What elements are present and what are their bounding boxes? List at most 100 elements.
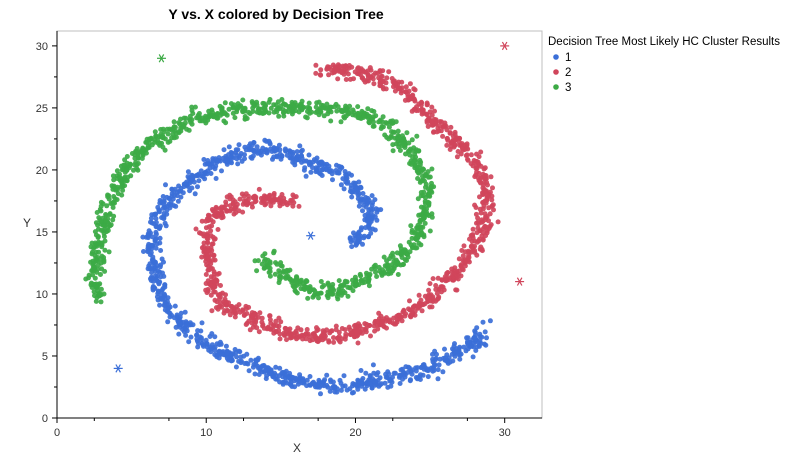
data-point [462, 263, 468, 269]
data-point [338, 68, 344, 74]
data-point [210, 241, 216, 247]
data-point [301, 167, 307, 173]
data-point [199, 115, 204, 121]
data-point [198, 328, 204, 334]
data-point [280, 107, 286, 113]
data-point [186, 339, 192, 345]
data-point [472, 174, 478, 180]
data-point [236, 104, 242, 109]
data-point [279, 192, 285, 197]
data-point [212, 284, 218, 290]
legend-item-1: 1 [553, 52, 571, 64]
data-point [341, 186, 347, 192]
data-point [152, 137, 158, 143]
data-point [461, 344, 467, 350]
data-point [153, 273, 159, 279]
data-point [206, 347, 212, 353]
data-point [484, 192, 490, 198]
data-point [325, 64, 331, 70]
data-point [203, 337, 209, 343]
data-point [148, 219, 153, 225]
data-point [208, 261, 214, 267]
data-point [233, 210, 239, 216]
data-point [122, 183, 128, 189]
data-point [474, 151, 479, 157]
data-point [447, 359, 453, 365]
data-point [267, 199, 273, 205]
data-point [376, 264, 382, 270]
data-point [223, 343, 229, 349]
data-point [368, 333, 373, 339]
data-point [480, 319, 486, 325]
data-point [439, 277, 445, 283]
data-point [422, 178, 427, 184]
data-point [367, 271, 373, 277]
data-point [228, 101, 234, 107]
data-point [294, 290, 300, 296]
data-point [373, 113, 379, 119]
data-point [247, 327, 253, 333]
data-point [193, 226, 199, 232]
data-point [227, 203, 233, 209]
x-axis-label: X [293, 441, 301, 455]
data-point [402, 97, 408, 103]
data-point [317, 72, 323, 78]
data-point [441, 287, 447, 293]
data-point [412, 87, 418, 93]
data-point [278, 260, 284, 266]
data-point [172, 303, 178, 309]
data-point [448, 140, 454, 146]
data-point [160, 194, 166, 199]
data-point [157, 302, 163, 308]
data-point [407, 313, 413, 319]
data-point [369, 202, 375, 208]
data-point [145, 266, 151, 272]
data-point [396, 134, 402, 140]
data-point [148, 136, 154, 142]
data-point [271, 322, 277, 328]
data-point [275, 99, 281, 105]
data-point [435, 367, 441, 373]
data-point [224, 355, 230, 361]
data-point [420, 107, 425, 113]
data-point [153, 211, 159, 217]
data-point [409, 371, 415, 377]
data-point [188, 334, 194, 340]
data-point [356, 203, 362, 209]
data-point [194, 338, 200, 344]
data-point [355, 196, 361, 202]
data-point [414, 245, 420, 251]
data-point [216, 271, 222, 276]
data-point [262, 202, 268, 208]
data-point [177, 121, 183, 127]
data-point [421, 215, 427, 221]
data-point [195, 184, 200, 190]
data-point [478, 149, 484, 155]
data-point [186, 127, 192, 133]
y-axis-ticks: 0 5 10 15 20 25 30 [36, 41, 57, 425]
data-point [161, 259, 166, 265]
data-point [212, 279, 218, 285]
data-point [451, 343, 457, 349]
data-point [371, 119, 376, 125]
legend-item-2: 2 [553, 67, 571, 79]
data-point [483, 217, 488, 223]
data-point [482, 329, 488, 335]
legend-label: 1 [565, 52, 571, 64]
data-point [326, 338, 332, 344]
data-point [306, 100, 312, 106]
data-point [327, 330, 333, 336]
data-point [252, 199, 258, 205]
data-point [338, 119, 344, 125]
data-point [367, 323, 372, 328]
data-point [351, 230, 356, 236]
data-point [350, 107, 356, 113]
data-point [122, 174, 128, 180]
data-point [465, 156, 470, 162]
data-point [162, 220, 168, 226]
data-point [246, 318, 252, 324]
data-point [303, 173, 309, 179]
x-tick-label: 10 [200, 427, 212, 439]
data-point [475, 225, 481, 231]
data-point [237, 196, 243, 202]
